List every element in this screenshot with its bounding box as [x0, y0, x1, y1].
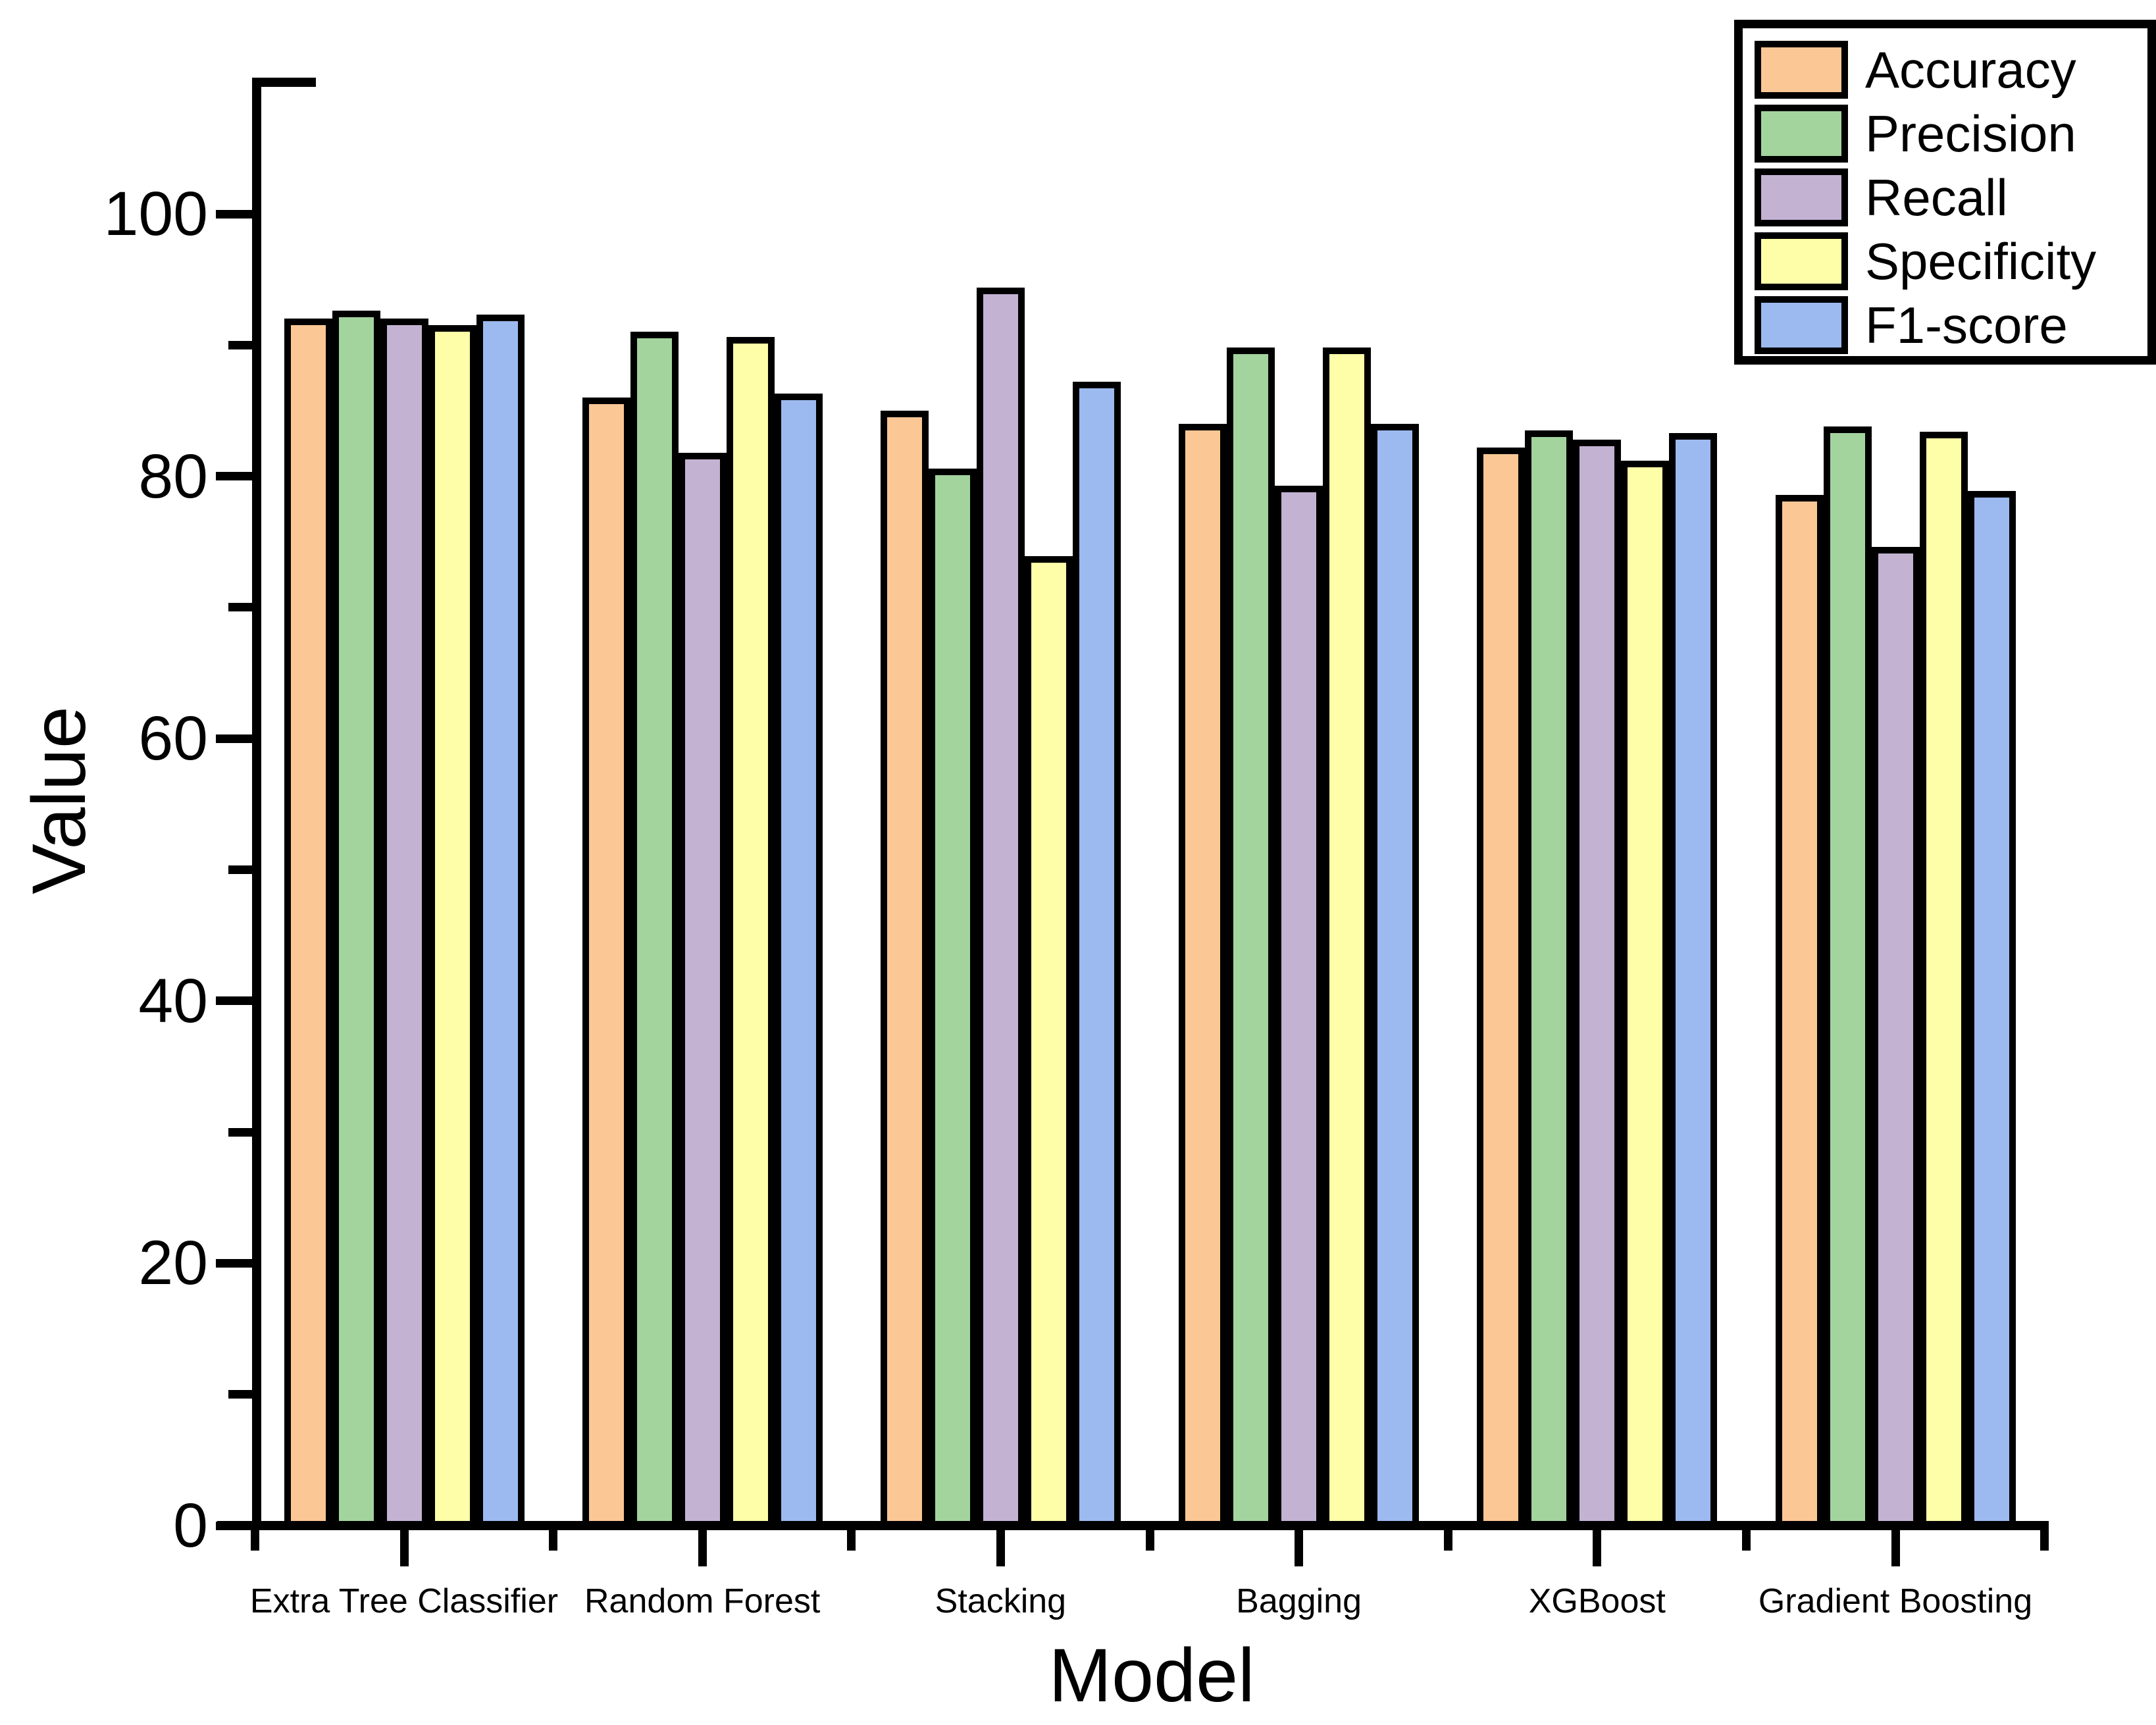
y-major-tick — [216, 472, 252, 481]
bar-f1-score-6 — [1967, 490, 2016, 1530]
legend-item-recall: Recall — [1755, 165, 2147, 229]
x-major-tick — [996, 1526, 1005, 1566]
y-major-tick — [216, 996, 252, 1006]
y-major-tick — [216, 734, 252, 743]
y-axis-line — [252, 78, 261, 1530]
legend-item-accuracy: Accuracy — [1755, 38, 2147, 101]
x-major-tick — [399, 1526, 409, 1566]
legend-item-f1-score: F1-score — [1755, 293, 2147, 357]
bar-accuracy-5 — [1477, 447, 1526, 1530]
y-major-tick — [216, 209, 252, 219]
y-tick-label: 40 — [138, 965, 208, 1036]
bar-recall-3 — [976, 287, 1025, 1530]
y-minor-tick — [228, 1390, 252, 1399]
bar-specificity-3 — [1024, 556, 1073, 1530]
x-category-label: Gradient Boosting — [1758, 1582, 2033, 1620]
y-tick-label: 20 — [138, 1228, 208, 1299]
x-major-tick — [698, 1526, 707, 1566]
y-minor-tick — [228, 603, 252, 612]
y-axis-title: Value — [17, 706, 101, 894]
bar-specificity-4 — [1323, 348, 1372, 1530]
x-category-label: Stacking — [935, 1582, 1067, 1620]
x-boundary-tick — [250, 1526, 259, 1551]
bar-recall-5 — [1573, 439, 1622, 1530]
x-category-label: Bagging — [1236, 1582, 1362, 1620]
bar-precision-6 — [1823, 426, 1872, 1530]
bar-precision-3 — [928, 468, 977, 1530]
bar-recall-4 — [1275, 485, 1323, 1530]
legend-label: Precision — [1865, 104, 2076, 163]
x-major-tick — [1891, 1526, 1900, 1566]
legend-label: Specificity — [1865, 232, 2097, 290]
legend-label: F1-score — [1865, 296, 2068, 354]
bar-f1-score-5 — [1669, 432, 1718, 1530]
precision-swatch — [1755, 104, 1848, 163]
x-category-label: Extra Tree Classifier — [249, 1582, 559, 1620]
bar-recall-1 — [380, 319, 428, 1530]
x-category-label: Random Forest — [584, 1582, 821, 1620]
x-category-label: XGBoost — [1528, 1582, 1666, 1620]
bar-accuracy-3 — [880, 410, 929, 1530]
x-boundary-tick — [2040, 1526, 2049, 1551]
y-minor-tick — [228, 865, 252, 874]
recall-swatch — [1755, 168, 1848, 226]
x-boundary-tick — [549, 1526, 558, 1551]
bar-f1-score-2 — [774, 394, 823, 1530]
y-tick-label: 100 — [103, 179, 208, 249]
bar-accuracy-4 — [1179, 423, 1227, 1530]
legend-label: Recall — [1865, 168, 2008, 226]
bar-accuracy-6 — [1775, 494, 1824, 1530]
legend: Accuracy Precision Recall Specificity F1-sco… — [1734, 20, 2156, 365]
y-tick-label: 80 — [138, 441, 208, 511]
specificity-swatch — [1755, 232, 1848, 290]
x-boundary-tick — [847, 1526, 856, 1551]
y-axis-top-cap — [252, 78, 316, 87]
bar-recall-2 — [678, 452, 727, 1530]
legend-label: Accuracy — [1865, 40, 2076, 99]
f1-score-swatch — [1755, 296, 1848, 354]
bar-f1-score-3 — [1072, 382, 1121, 1530]
x-axis-line — [217, 1521, 2049, 1530]
bar-precision-2 — [630, 332, 679, 1530]
bar-specificity-6 — [1919, 431, 1968, 1530]
bar-accuracy-1 — [284, 319, 332, 1530]
bar-specificity-1 — [428, 325, 476, 1530]
y-major-tick — [216, 1258, 252, 1268]
x-axis-title: Model — [1048, 1634, 1255, 1718]
bar-accuracy-2 — [582, 398, 630, 1530]
x-boundary-tick — [1741, 1526, 1751, 1551]
bar-specificity-2 — [726, 337, 775, 1530]
legend-item-precision: Precision — [1755, 101, 2147, 165]
y-tick-label: 0 — [173, 1491, 208, 1560]
y-minor-tick — [228, 340, 252, 349]
x-major-tick — [1593, 1526, 1602, 1566]
y-tick-label: 60 — [138, 704, 208, 774]
legend-item-specificity: Specificity — [1755, 229, 2147, 293]
bar-precision-5 — [1525, 430, 1574, 1530]
y-minor-tick — [228, 1127, 252, 1137]
bar-specificity-5 — [1621, 460, 1670, 1530]
accuracy-swatch — [1755, 40, 1848, 99]
bar-precision-1 — [332, 311, 380, 1530]
x-major-tick — [1295, 1526, 1304, 1566]
bar-f1-score-1 — [476, 315, 525, 1530]
bar-precision-4 — [1227, 348, 1275, 1530]
x-boundary-tick — [1443, 1526, 1452, 1551]
bar-recall-6 — [1871, 547, 1920, 1530]
x-boundary-tick — [1145, 1526, 1154, 1551]
bar-f1-score-4 — [1371, 423, 1420, 1530]
y-major-tick — [216, 1521, 252, 1530]
